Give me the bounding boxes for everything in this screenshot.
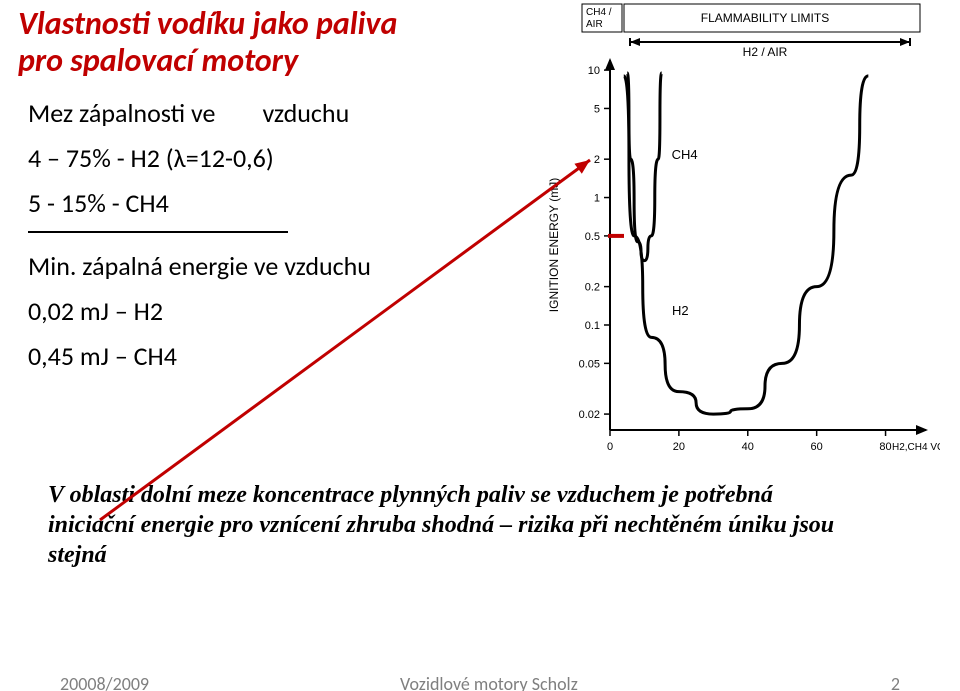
svg-text:60: 60 — [811, 441, 823, 453]
svg-text:2: 2 — [594, 154, 600, 166]
mez-tail: vzduchu — [263, 97, 350, 129]
properties-list: Mez zápalnosti ve vzduchu 4 – 75% - H2 (… — [28, 96, 488, 385]
title-line2: pro spalovací motory — [18, 43, 397, 80]
min-label: Min. zápalná energie ve vzduchu — [28, 249, 488, 284]
svg-text:AIR: AIR — [586, 19, 603, 30]
svg-text:1: 1 — [594, 193, 600, 205]
svg-text:0.2: 0.2 — [585, 282, 600, 294]
svg-text:80: 80 — [879, 441, 891, 453]
ignition-energy-chart: CH4 /AIR FLAMMABILITY LIMITS H2 / AIR 0.02 0… — [540, 0, 940, 460]
svg-text:H2,CH4 VOL %: H2,CH4 VOL % — [892, 442, 940, 453]
svg-text:10: 10 — [588, 65, 600, 77]
svg-text:IGNITION ENERGY (mJ): IGNITION ENERGY (mJ) — [547, 178, 561, 312]
svg-text:H2 / AIR: H2 / AIR — [743, 45, 788, 59]
footer-center: Vozidlové motory Scholz — [400, 673, 578, 691]
ch4-range: 5 - 15% - CH4 — [28, 186, 488, 221]
svg-text:CH4 /: CH4 / — [586, 7, 612, 18]
svg-text:5: 5 — [594, 103, 600, 115]
svg-text:0.5: 0.5 — [585, 231, 600, 243]
svg-text:H2: H2 — [672, 303, 689, 318]
h2-energy: 0,02 mJ – H2 — [28, 294, 488, 329]
title-line1: Vlastnosti vodíku jako paliva — [18, 6, 397, 43]
mez-label: Mez zápalnosti ve — [28, 97, 215, 129]
ch4-energy: 0,45 mJ – CH4 — [28, 339, 488, 374]
summary-note: V oblasti dolní meze koncentrace plynnýc… — [48, 480, 848, 570]
svg-text:20: 20 — [673, 441, 685, 453]
svg-text:0.02: 0.02 — [579, 409, 600, 421]
footer-right: 2 — [891, 673, 900, 691]
svg-text:FLAMMABILITY LIMITS: FLAMMABILITY LIMITS — [701, 11, 829, 25]
svg-text:0.1: 0.1 — [585, 320, 600, 332]
svg-text:0: 0 — [607, 441, 613, 453]
svg-text:40: 40 — [742, 441, 754, 453]
h2-range: 4 – 75% - H2 (λ=12-0,6) — [28, 141, 488, 176]
page-title: Vlastnosti vodíku jako paliva pro spalov… — [18, 6, 397, 80]
svg-text:CH4: CH4 — [672, 147, 698, 162]
divider — [28, 231, 288, 233]
footer-left: 20008/2009 — [60, 673, 149, 691]
svg-text:0.05: 0.05 — [579, 358, 600, 370]
